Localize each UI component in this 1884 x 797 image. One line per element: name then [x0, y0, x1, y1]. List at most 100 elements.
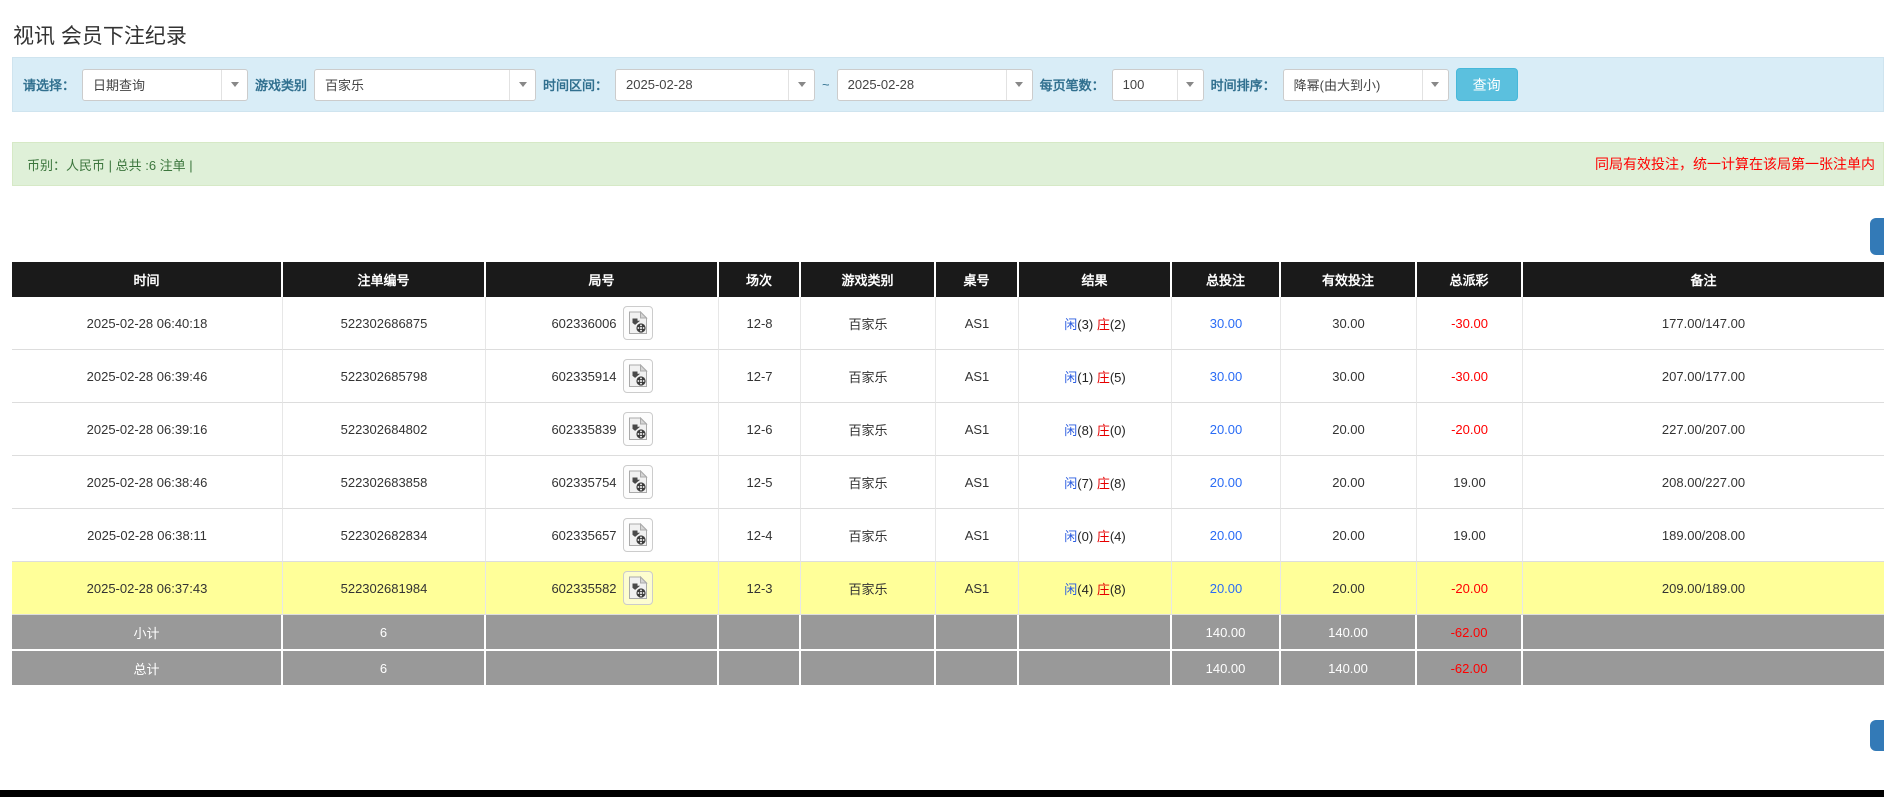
table-number-cell: AS1 — [936, 562, 1019, 615]
game-type-cell: 百家乐 — [801, 509, 936, 562]
round-id-cell: 602335657 — [486, 509, 719, 562]
result-cell: 闲(7) 庄(8) — [1019, 456, 1172, 509]
round-id: 602336006 — [551, 315, 617, 331]
bet-id-cell: 522302685798 — [283, 350, 486, 403]
total-bet-link[interactable]: 20.00 — [1209, 580, 1243, 596]
column-header: 注单编号 — [283, 262, 486, 297]
payout-cell: 19.00 — [1417, 456, 1523, 509]
round-id: 602335754 — [551, 474, 617, 490]
game-type-cell: 百家乐 — [801, 403, 936, 456]
total-bet-cell: 30.00 — [1172, 297, 1281, 350]
query-type-select[interactable]: 日期查询 — [82, 68, 249, 101]
column-header: 总投注 — [1172, 262, 1281, 297]
round-id: 602335839 — [551, 421, 617, 437]
banker-result: 庄 — [1096, 369, 1110, 385]
video-playback-icon[interactable] — [622, 518, 653, 552]
page-title: 视讯 会员下注纪录 — [13, 25, 187, 48]
bet-time-cell: 2025-02-28 06:37:43 — [12, 562, 283, 615]
session-cell: 12-3 — [719, 562, 801, 615]
banker-result: 庄 — [1096, 528, 1110, 544]
result-cell: 闲(1) 庄(5) — [1019, 350, 1172, 403]
player-result: 闲 — [1064, 581, 1078, 597]
video-playback-icon[interactable] — [622, 571, 653, 605]
table-row: 2025-02-28 06:37:43 522302681984 602335582… — [12, 562, 1884, 615]
chevron-down-icon — [509, 69, 535, 100]
session-cell: 12-8 — [719, 297, 801, 350]
bet-time-cell: 2025-02-28 06:39:46 — [12, 350, 283, 403]
time-sort-select[interactable]: 降幂(由大到小) — [1282, 68, 1449, 101]
summary-row-cell: 6 — [283, 615, 486, 651]
date-to-select[interactable]: 2025-02-28 — [836, 68, 1033, 101]
column-header: 有效投注 — [1281, 262, 1417, 297]
summary-row: 小计 6 140.00 140.00 -62.00 — [12, 615, 1884, 651]
total-bet-cell: 20.00 — [1172, 509, 1281, 562]
total-bet-link[interactable]: 30.00 — [1209, 315, 1243, 331]
game-type-cell: 百家乐 — [801, 562, 936, 615]
filter-bar: 请选择： 日期查询 游戏类别 百家乐 时间区间： 2025-02-28 ~ 20… — [12, 57, 1884, 112]
video-playback-icon[interactable] — [622, 359, 653, 393]
table-row: 2025-02-28 06:38:46 522302683858 602335754… — [12, 456, 1884, 509]
summary-row-cell: 140.00 — [1281, 651, 1417, 687]
chevron-down-icon — [1176, 69, 1203, 100]
total-bet-link[interactable]: 20.00 — [1209, 474, 1243, 490]
page-size-label: 每页笔数： — [1039, 78, 1105, 93]
summary-row-cell — [1019, 615, 1172, 651]
table-row: 2025-02-28 06:39:16 522302684802 602335839… — [12, 403, 1884, 456]
game-type-cell: 百家乐 — [801, 297, 936, 350]
total-bet-link[interactable]: 30.00 — [1209, 368, 1243, 384]
column-header: 时间 — [12, 262, 283, 297]
page-size-select[interactable]: 100 — [1111, 68, 1204, 101]
date-to-value: 2025-02-28 — [847, 77, 915, 92]
summary-row-cell — [936, 615, 1019, 651]
search-button[interactable]: 查询 — [1455, 68, 1518, 101]
summary-row-label: 小计 — [12, 615, 283, 651]
bet-time-cell: 2025-02-28 06:38:11 — [12, 509, 283, 562]
round-id-cell: 602336006 — [486, 297, 719, 350]
round-id: 602335657 — [551, 527, 617, 543]
chevron-down-icon — [1005, 69, 1032, 100]
summary-row-cell — [486, 651, 719, 687]
bet-time-cell: 2025-02-28 06:38:46 — [12, 456, 283, 509]
bet-id-cell: 522302682834 — [283, 509, 486, 562]
valid-bet-cell: 30.00 — [1281, 297, 1417, 350]
bet-id-cell: 522302681984 — [283, 562, 486, 615]
video-playback-icon[interactable] — [622, 306, 653, 340]
bet-records-table: 时间 注单编号 局号 场次 游戏类别 桌号 结果 总投注 有效投注 总派彩 备注 2025-02-2… — [12, 262, 1884, 687]
time-range-label: 时间区间： — [543, 78, 609, 93]
session-cell: 12-6 — [719, 403, 801, 456]
session-cell: 12-4 — [719, 509, 801, 562]
video-playback-icon[interactable] — [622, 465, 653, 499]
video-playback-icon[interactable] — [622, 412, 653, 446]
game-type-label: 游戏类别 — [255, 78, 308, 93]
remark-cell: 207.00/177.00 — [1523, 350, 1884, 403]
chevron-down-icon — [221, 69, 247, 100]
cutoff-export-button-top[interactable] — [1870, 218, 1884, 255]
payout-cell: -20.00 — [1417, 562, 1523, 615]
table-row: 2025-02-28 06:39:46 522302685798 602335914… — [12, 350, 1884, 403]
session-cell: 12-5 — [719, 456, 801, 509]
table-number-cell: AS1 — [936, 297, 1019, 350]
summary-note: 同局有效投注，统一计算在该局第一张注单内 — [1595, 156, 1875, 172]
date-from-select[interactable]: 2025-02-28 — [615, 68, 816, 101]
payout-cell: -20.00 — [1417, 403, 1523, 456]
query-type-label: 请选择： — [23, 78, 76, 93]
summary-row-cell — [719, 651, 801, 687]
bet-id-cell: 522302684802 — [283, 403, 486, 456]
summary-currency-count: 币别：人民币 | 总共 :6 注单 | — [27, 157, 193, 173]
summary-row-cell — [801, 615, 936, 651]
total-bet-link[interactable]: 20.00 — [1209, 421, 1243, 437]
game-type-select[interactable]: 百家乐 — [314, 68, 537, 101]
summary-row-cell — [486, 615, 719, 651]
player-result: 闲 — [1064, 369, 1078, 385]
banker-result: 庄 — [1096, 316, 1110, 332]
column-header: 场次 — [719, 262, 801, 297]
cutoff-export-button-bottom[interactable] — [1870, 720, 1884, 751]
column-header: 游戏类别 — [801, 262, 936, 297]
remark-cell: 177.00/147.00 — [1523, 297, 1884, 350]
bet-time-cell: 2025-02-28 06:39:16 — [12, 403, 283, 456]
total-bet-link[interactable]: 20.00 — [1209, 527, 1243, 543]
column-header: 总派彩 — [1417, 262, 1523, 297]
summary-row-cell: -62.00 — [1417, 615, 1523, 651]
remark-cell: 209.00/189.00 — [1523, 562, 1884, 615]
